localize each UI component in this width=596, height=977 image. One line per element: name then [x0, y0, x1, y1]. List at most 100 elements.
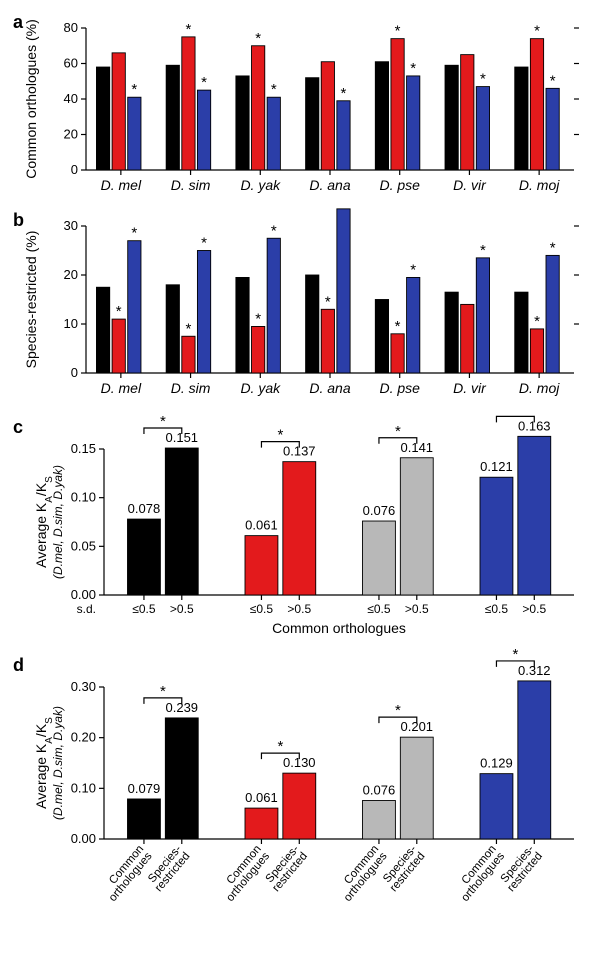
svg-text:*: *	[160, 683, 166, 700]
svg-text:*: *	[395, 318, 401, 335]
svg-text:Common orthologues: Common orthologues	[272, 620, 406, 636]
svg-text:Species-restricted: Species-restricted	[262, 843, 310, 894]
bar	[337, 209, 350, 373]
svg-text:D. yak: D. yak	[240, 380, 281, 396]
svg-text:Species-restricted (%): Species-restricted (%)	[23, 231, 39, 369]
bar	[267, 238, 280, 373]
bar	[267, 97, 280, 170]
svg-text:Commonorthologues: Commonorthologues	[216, 843, 272, 904]
bar	[166, 285, 179, 373]
bar	[128, 241, 141, 373]
panel-c: c0.000.050.100.15Average KA/KS(D.mel, D.…	[8, 411, 586, 641]
bar	[391, 334, 404, 373]
bar	[407, 277, 420, 373]
svg-text:D. ana: D. ana	[309, 380, 350, 396]
bar	[112, 319, 125, 373]
bar	[461, 55, 474, 170]
svg-text:*: *	[271, 222, 277, 239]
bar	[530, 329, 543, 373]
bar	[197, 251, 210, 374]
svg-text:D. sim: D. sim	[171, 177, 211, 193]
svg-text:20: 20	[64, 127, 78, 142]
svg-text:*: *	[550, 72, 556, 89]
svg-text:*: *	[131, 81, 137, 98]
svg-text:0.061: 0.061	[245, 790, 278, 805]
svg-text:*: *	[131, 225, 137, 242]
svg-text:*: *	[395, 23, 401, 40]
panel-b: b0102030Species-restricted (%)**D. mel**…	[8, 208, 586, 403]
svg-text:0.10: 0.10	[71, 780, 96, 795]
svg-text:*: *	[325, 293, 331, 310]
svg-text:*: *	[341, 85, 347, 102]
svg-text:*: *	[410, 261, 416, 278]
svg-text:*: *	[160, 413, 166, 430]
svg-text:*: *	[255, 30, 261, 47]
svg-text:Commonorthologues: Commonorthologues	[98, 843, 154, 904]
bar	[445, 65, 458, 170]
svg-text:0.20: 0.20	[71, 730, 96, 745]
svg-text:*: *	[480, 71, 486, 88]
svg-text:≤0.5: ≤0.5	[250, 602, 274, 616]
svg-text:d: d	[13, 655, 24, 675]
svg-text:*: *	[186, 21, 192, 38]
bar	[306, 78, 319, 170]
svg-text:D. moj: D. moj	[519, 380, 560, 396]
bar	[375, 62, 388, 170]
svg-text:*: *	[271, 81, 277, 98]
bar	[236, 277, 249, 373]
svg-text:*: *	[480, 242, 486, 259]
svg-text:≤0.5: ≤0.5	[132, 602, 156, 616]
svg-text:D. mel: D. mel	[101, 380, 142, 396]
svg-text:Commonorthologues: Commonorthologues	[451, 843, 507, 904]
bar	[96, 287, 109, 373]
svg-text:0: 0	[71, 162, 78, 177]
bar	[236, 76, 249, 170]
bar	[166, 65, 179, 170]
svg-text:60: 60	[64, 56, 78, 71]
svg-text:0.15: 0.15	[71, 441, 96, 456]
svg-text:*: *	[277, 738, 283, 755]
svg-text:0.076: 0.076	[363, 782, 396, 797]
svg-text:*: *	[395, 423, 401, 440]
svg-text:0.05: 0.05	[71, 538, 96, 553]
svg-text:0.30: 0.30	[71, 679, 96, 694]
svg-text:Species-restricted: Species-restricted	[497, 843, 545, 894]
svg-text:Common orthologues (%): Common orthologues (%)	[23, 19, 39, 179]
bar	[112, 53, 125, 170]
svg-text:*: *	[395, 702, 401, 719]
bar	[461, 304, 474, 373]
svg-text:(D.mel, D.sim, D.yak): (D.mel, D.sim, D.yak)	[51, 706, 65, 820]
svg-text:D. moj: D. moj	[519, 177, 560, 193]
bar	[445, 292, 458, 373]
svg-text:*: *	[512, 649, 518, 663]
bar	[96, 67, 109, 170]
svg-text:>0.5: >0.5	[522, 602, 546, 616]
svg-text:20: 20	[64, 267, 78, 282]
svg-text:*: *	[534, 23, 540, 40]
svg-text:*: *	[277, 427, 283, 444]
svg-text:0: 0	[71, 365, 78, 380]
svg-text:>0.5: >0.5	[405, 602, 429, 616]
svg-text:0.061: 0.061	[245, 518, 278, 533]
bar	[530, 39, 543, 170]
svg-text:*: *	[201, 74, 207, 91]
svg-text:Commonorthologues: Commonorthologues	[333, 843, 389, 904]
panel-a: a020406080Common orthologues (%)*D. mel*…	[8, 10, 586, 200]
bar	[407, 76, 420, 170]
svg-text:0.10: 0.10	[71, 490, 96, 505]
bar	[546, 88, 559, 170]
svg-text:D. mel: D. mel	[101, 177, 142, 193]
svg-text:Species-restricted: Species-restricted	[144, 843, 192, 894]
svg-text:D. pse: D. pse	[379, 380, 420, 396]
svg-text:0.00: 0.00	[71, 587, 96, 602]
svg-text:0.076: 0.076	[363, 503, 396, 518]
svg-text:30: 30	[64, 218, 78, 233]
svg-text:10: 10	[64, 316, 78, 331]
svg-text:0.078: 0.078	[128, 501, 161, 516]
svg-text:≤0.5: ≤0.5	[367, 602, 391, 616]
svg-text:D. ana: D. ana	[309, 177, 350, 193]
bar	[252, 326, 265, 373]
bar	[515, 292, 528, 373]
svg-text:*: *	[116, 303, 122, 320]
svg-text:D. sim: D. sim	[171, 380, 211, 396]
